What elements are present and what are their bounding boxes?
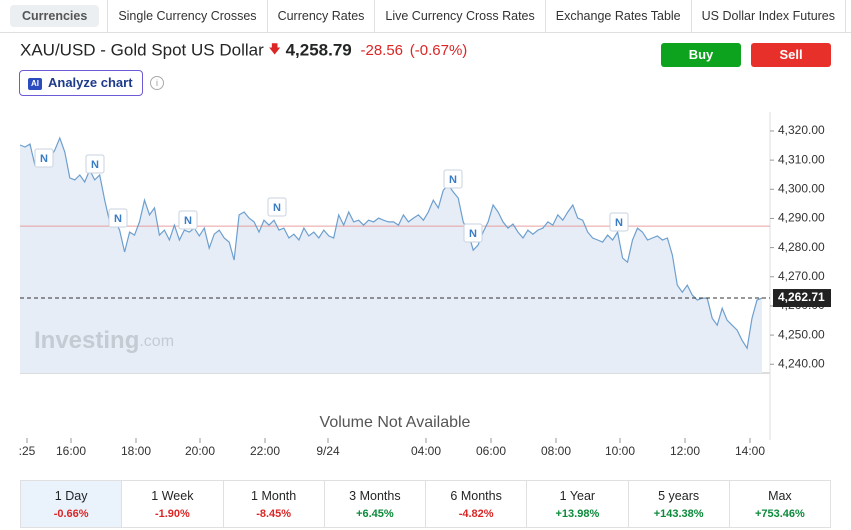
- y-tick-label: 4,250.00: [778, 327, 825, 341]
- x-tick-label: 20:00: [185, 444, 215, 458]
- x-tick-label: 18:00: [121, 444, 151, 458]
- tab[interactable]: Live Currency Cross Rates: [374, 0, 544, 32]
- period-cell[interactable]: 1 Month -8.45%: [222, 481, 324, 527]
- watermark: Investing.com: [34, 327, 174, 354]
- news-marker: [609, 212, 629, 232]
- period-label: 3 Months: [349, 489, 401, 503]
- period-change: -4.82%: [458, 508, 494, 520]
- tab[interactable]: Currency Rates: [266, 0, 375, 32]
- news-marker-label: N: [615, 217, 623, 229]
- buy-button[interactable]: Buy: [661, 43, 741, 67]
- x-tick-label: 9/24: [316, 444, 340, 458]
- period-change: -0.66%: [53, 508, 89, 520]
- period-cell[interactable]: 6 Months -4.82%: [425, 481, 526, 527]
- watermark-suffix: .com: [139, 333, 174, 350]
- period-label: Max: [768, 489, 792, 503]
- price-change-percent: (-0.67%): [409, 42, 468, 60]
- tab[interactable]: Currencies: [845, 0, 851, 32]
- news-marker-label: N: [114, 213, 122, 225]
- period-change: -8.45%: [256, 508, 292, 520]
- x-tick-label: :25: [19, 444, 36, 458]
- last-price-box: [773, 289, 831, 308]
- price-change: -28.56: [360, 42, 404, 60]
- news-marker: [85, 154, 105, 174]
- period-label: 1 Year: [559, 489, 596, 503]
- period-label: 6 Months: [450, 489, 502, 503]
- news-marker-label: N: [449, 174, 457, 186]
- news-marker-label: N: [273, 202, 281, 214]
- analyze-label: Analyze chart: [48, 75, 133, 90]
- tab[interactable]: Single Currency Crosses: [107, 0, 266, 32]
- period-label: 5 years: [658, 489, 700, 503]
- period-label: 1 Month: [251, 489, 297, 503]
- news-marker-label: N: [469, 228, 477, 240]
- news-marker-label: N: [40, 153, 48, 165]
- instrument-title: XAU/USD - Gold Spot US Dollar: [20, 40, 264, 60]
- news-marker: [267, 197, 287, 217]
- performance-periods: 1 Day -0.66% 1 Week -1.90% 1 Month -8.45% 3 Mo…: [20, 480, 831, 528]
- period-change: +6.45%: [356, 508, 394, 520]
- price-area: [20, 138, 762, 373]
- period-change: +13.98%: [555, 508, 600, 520]
- x-tick-label: 22:00: [250, 444, 280, 458]
- x-tick-label: 14:00: [735, 444, 765, 458]
- tab[interactable]: US Dollar Index Futures: [690, 0, 845, 32]
- quote-header: XAU/USD - Gold Spot US Dollar 🡇 4,258.79…: [20, 40, 467, 61]
- news-marker: [108, 208, 128, 228]
- x-tick-label: 10:00: [605, 444, 635, 458]
- y-tick-label: 4,280.00: [778, 240, 825, 254]
- period-cell[interactable]: 1 Week -1.90%: [121, 481, 222, 527]
- news-marker: [443, 169, 463, 189]
- info-icon[interactable]: i: [150, 76, 164, 90]
- y-tick-label: 4,290.00: [778, 211, 825, 225]
- period-cell[interactable]: 1 Day -0.66%: [21, 481, 122, 527]
- period-change: -1.90%: [154, 508, 190, 520]
- news-marker: [178, 210, 198, 230]
- period-change: +753.46%: [754, 508, 805, 520]
- tab[interactable]: Currencies: [10, 5, 100, 27]
- x-tick-label: 16:00: [56, 444, 86, 458]
- x-tick-label: 08:00: [541, 444, 571, 458]
- down-arrow: 🡇: [268, 42, 281, 57]
- news-marker-label: N: [184, 215, 192, 227]
- period-cell[interactable]: 5 years +143.38%: [627, 481, 729, 527]
- period-cell[interactable]: Max +753.46%: [728, 481, 830, 527]
- period-change: +143.38%: [653, 508, 704, 520]
- period-label: 1 Day: [54, 489, 88, 503]
- x-tick-label: 06:00: [476, 444, 506, 458]
- analyze-chart-button[interactable]: AI Analyze chart: [19, 70, 143, 96]
- ai-icon: AI: [28, 77, 42, 90]
- news-marker: [463, 223, 483, 243]
- news-marker: [34, 148, 54, 168]
- y-tick-label: 4,310.00: [778, 152, 825, 166]
- y-tick-label: 4,300.00: [778, 181, 825, 195]
- period-cell[interactable]: 3 Months +6.45%: [323, 481, 425, 527]
- watermark-name: Investing: [34, 327, 139, 354]
- volume-note: Volume Not Available: [320, 414, 471, 431]
- x-tick-label: 04:00: [411, 444, 441, 458]
- price-line: [19, 136, 763, 350]
- y-tick-label: 4,320.00: [778, 123, 825, 137]
- period-label: 1 Week: [151, 489, 194, 503]
- tab-bar: Currencies Single Currency Crosses Currenc…: [0, 0, 851, 33]
- price: 4,258.79: [285, 40, 352, 60]
- y-tick-label: 4,240.00: [778, 356, 825, 370]
- tab[interactable]: Exchange Rates Table: [544, 0, 691, 32]
- price-chart: Investing.com4,240.004,250.004,260.004,2…: [19, 112, 831, 458]
- news-marker-label: N: [91, 159, 99, 171]
- last-price-label: 4,262.71: [778, 290, 825, 304]
- y-tick-label: 4,270.00: [778, 269, 825, 283]
- sell-button[interactable]: Sell: [751, 43, 831, 67]
- period-cell[interactable]: 1 Year +13.98%: [526, 481, 627, 527]
- x-tick-label: 12:00: [670, 444, 700, 458]
